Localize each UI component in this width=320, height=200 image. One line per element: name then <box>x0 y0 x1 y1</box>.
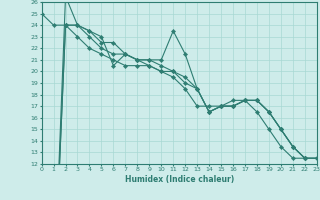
X-axis label: Humidex (Indice chaleur): Humidex (Indice chaleur) <box>124 175 234 184</box>
